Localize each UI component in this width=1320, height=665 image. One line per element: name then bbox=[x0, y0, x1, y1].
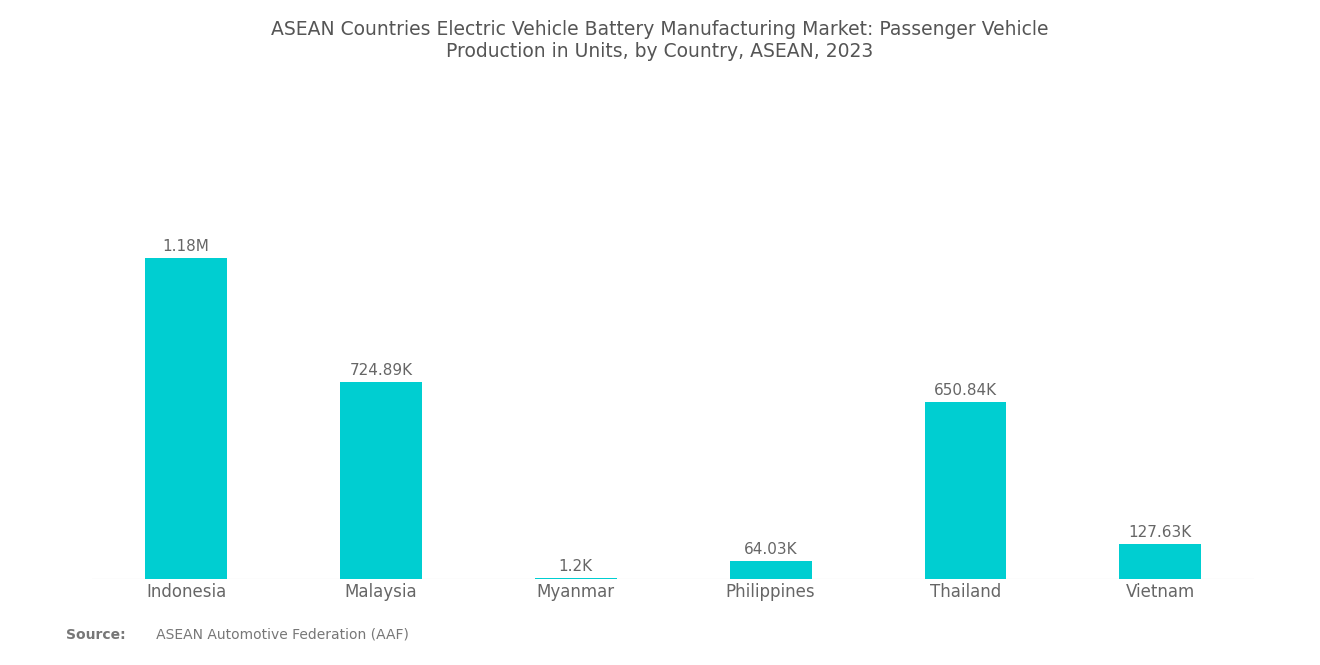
Bar bbox=[730, 561, 812, 579]
Bar bbox=[145, 258, 227, 579]
Bar bbox=[924, 402, 1006, 579]
Text: Source:: Source: bbox=[66, 628, 125, 642]
Text: 127.63K: 127.63K bbox=[1129, 525, 1192, 540]
Text: 724.89K: 724.89K bbox=[350, 362, 413, 378]
Bar bbox=[1119, 544, 1201, 579]
Bar bbox=[341, 382, 422, 579]
Text: 650.84K: 650.84K bbox=[933, 382, 997, 398]
Text: ASEAN Countries Electric Vehicle Battery Manufacturing Market: Passenger Vehicle: ASEAN Countries Electric Vehicle Battery… bbox=[271, 20, 1049, 61]
Text: ASEAN Automotive Federation (AAF): ASEAN Automotive Federation (AAF) bbox=[143, 628, 408, 642]
Text: 1.2K: 1.2K bbox=[558, 559, 593, 574]
Text: 1.18M: 1.18M bbox=[162, 239, 210, 254]
Text: 64.03K: 64.03K bbox=[743, 542, 797, 557]
